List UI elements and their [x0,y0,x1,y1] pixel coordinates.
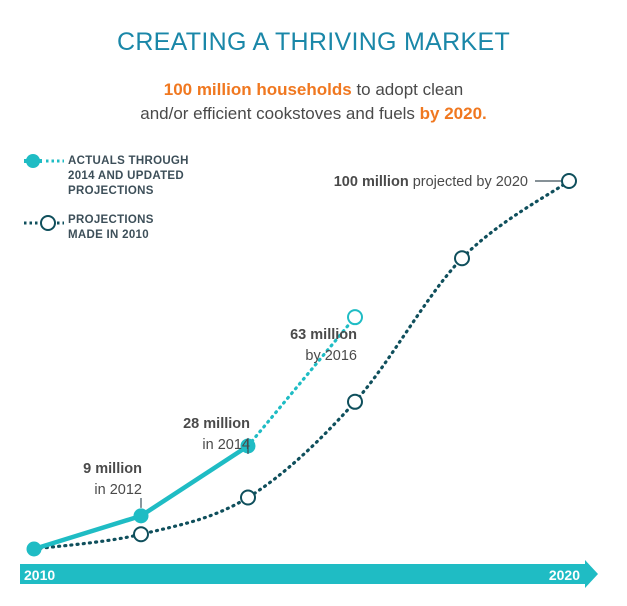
x-axis: 2010 2020 [20,560,598,588]
legend-actuals-line3: PROJECTIONS [68,185,154,197]
annotation-2016-value: 63 million [290,327,357,343]
legend-actuals-label: ACTUALS THROUGH 2014 AND UPDATED PROJECT… [68,154,238,199]
x-axis-label-start: 2010 [24,567,55,583]
projections-2010-marker [561,173,577,189]
annotation-2014-value: 28 million [183,416,250,432]
projections-2010-marker [347,393,363,410]
subtitle-highlight-households: 100 million households [163,80,352,99]
projections-2010-marker [240,489,256,506]
subtitle-text-1: to adopt clean [351,80,464,99]
x-axis-label-end: 2020 [549,567,580,583]
x-axis-bar [20,564,585,584]
actuals-projected-marker [347,309,363,326]
annotation-2020: 100 million projected by 2020 [334,174,528,190]
annotations: 9 million in 2012 28 million in 2014 63 mill… [83,174,528,498]
annotation-2020-value: 100 million [334,174,409,190]
actuals-marker [133,508,149,524]
legend-projections-label: PROJECTIONS MADE IN 2010 [68,213,238,243]
projections-2010-marker [133,526,149,543]
annotation-2012-value: 9 million [83,461,142,477]
legend-actuals-swatch-icon [24,154,64,168]
series-layer [26,173,577,557]
subtitle-text-2: and/or efficient cookstoves and fuels [140,104,420,123]
actuals-marker [26,541,42,557]
legend-projections-line1: PROJECTIONS [68,214,154,226]
annotation-2016-caption: by 2016 [305,348,357,364]
x-axis-arrow-icon [585,560,598,588]
legend-actuals-line1: ACTUALS THROUGH [68,155,189,167]
annotation-2020-caption: projected by 2020 [409,174,528,190]
annotation-2012-caption: in 2012 [94,482,142,498]
legend-projections-swatch-icon [24,215,64,231]
subtitle-highlight-year: by 2020. [419,104,487,123]
projections-2010-marker [454,250,470,267]
legend-actuals-line2: 2014 AND UPDATED [68,170,184,182]
chart-subtitle: 100 million households to adopt clean an… [0,78,627,126]
legend-projections-line2: MADE IN 2010 [68,229,149,241]
leader-lines [140,180,561,508]
chart-title: CREATING A THRIVING MARKET [116,28,511,56]
annotation-2014-caption: in 2014 [202,437,250,453]
